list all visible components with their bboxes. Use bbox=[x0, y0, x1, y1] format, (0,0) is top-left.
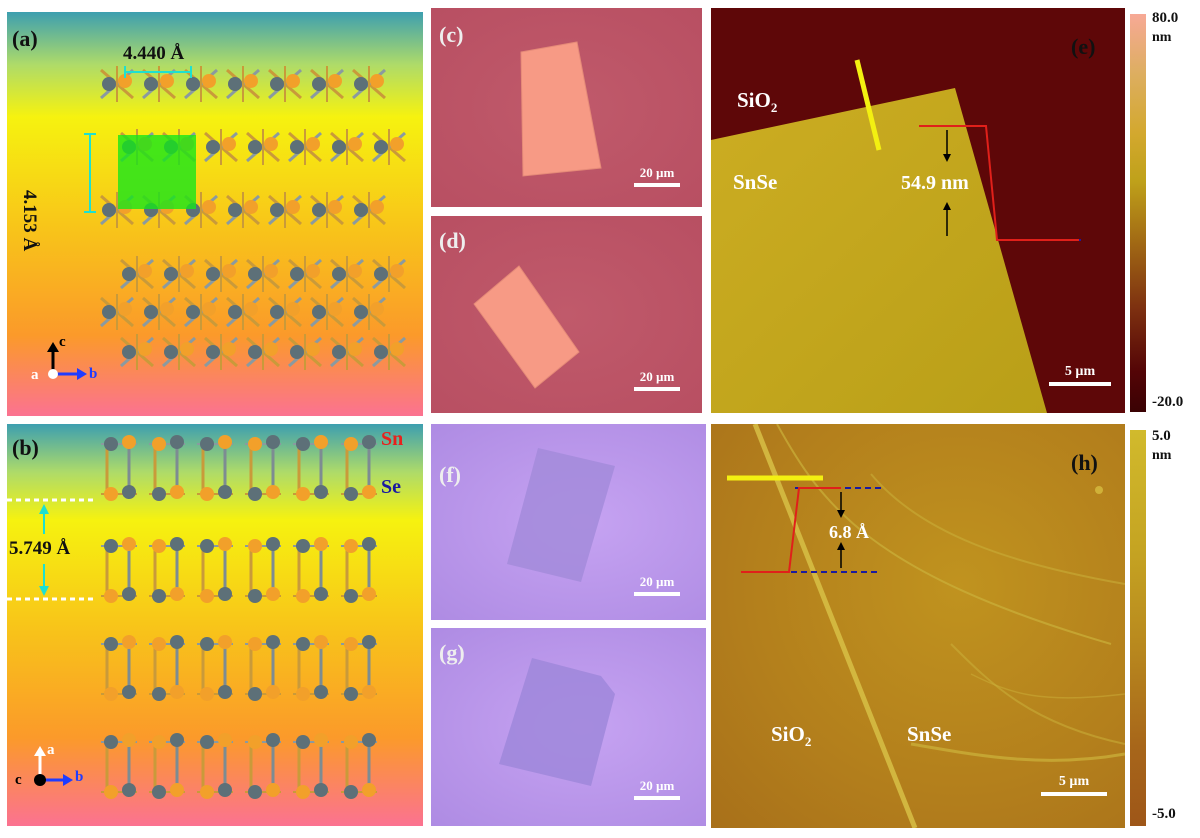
panel-d: (d) 20 µm bbox=[431, 216, 702, 413]
lattice-constant-c: 4.153 Å bbox=[19, 190, 40, 252]
sn-label: Sn bbox=[381, 428, 404, 450]
axis-label-a-b: a bbox=[47, 742, 55, 758]
afm-image-h bbox=[727, 424, 1125, 828]
colorbar-e-max: 80.0 bbox=[1152, 10, 1179, 26]
scale-bar-label-h: 5 µm bbox=[1058, 774, 1090, 789]
scale-bar-label-e: 5 µm bbox=[1064, 364, 1096, 379]
panel-label-b: (b) bbox=[12, 435, 39, 460]
scale-bar-label-c: 20 µm bbox=[639, 165, 675, 180]
panel-g: (g) 20 µm bbox=[431, 628, 706, 826]
colorbar-e-min: -20.0 bbox=[1152, 394, 1184, 410]
afm-image-e bbox=[711, 59, 1081, 413]
scale-bar-g: 20 µm bbox=[634, 778, 680, 800]
panel-c: (c) 20 µm bbox=[431, 8, 702, 207]
scale-bar-label-f: 20 µm bbox=[639, 574, 675, 589]
snse-flake-g bbox=[499, 658, 615, 786]
panel-label-c: (c) bbox=[439, 22, 464, 47]
axis-label-b-b: b bbox=[75, 769, 84, 785]
scale-bar-c: 20 µm bbox=[634, 165, 680, 187]
panel-label-d: (d) bbox=[439, 228, 466, 253]
scale-bar-h: 5 µm bbox=[1041, 774, 1107, 796]
axis-label-b: b bbox=[89, 366, 98, 382]
panel-b: (b) Sn Se 5.749 Å a b c bbox=[7, 424, 423, 826]
axis-label-a: a bbox=[31, 367, 39, 383]
snse-flake-c bbox=[520, 41, 602, 177]
panel-label-a: (a) bbox=[12, 26, 38, 51]
colorbar-h-unit: nm bbox=[1152, 448, 1172, 463]
sio2-label-h: SiO2 bbox=[771, 722, 812, 750]
scale-bar-f: 20 µm bbox=[634, 574, 680, 596]
dimension-arrows-a bbox=[47, 66, 192, 380]
axis-label-c: c bbox=[59, 334, 66, 350]
unit-cell-highlight bbox=[118, 135, 196, 209]
step-height-h: 6.8 Å bbox=[829, 522, 869, 542]
step-height-e: 54.9 nm bbox=[901, 172, 969, 194]
colorbar-h-max: 5.0 bbox=[1152, 428, 1171, 444]
panel-label-f: (f) bbox=[439, 462, 461, 487]
colorbar-h-min: -5.0 bbox=[1152, 806, 1176, 822]
snse-flake-d bbox=[473, 265, 580, 389]
sio2-label-e: SiO2 bbox=[737, 88, 778, 116]
snse-label-h: SnSe bbox=[907, 722, 952, 746]
lattice-constant-b: 4.440 Å bbox=[123, 43, 185, 64]
axis-label-c-b: c bbox=[15, 772, 22, 788]
lattice-structure-layers bbox=[101, 435, 377, 799]
snse-flake-f bbox=[507, 448, 615, 582]
colorbar-e bbox=[1130, 14, 1146, 412]
se-label: Se bbox=[381, 476, 401, 498]
panel-label-h: (h) bbox=[1071, 450, 1098, 475]
panel-a: (a) 4.440 Å 4.153 Å c b a bbox=[7, 12, 423, 416]
interlayer-spacing: 5.749 Å bbox=[9, 538, 71, 559]
scale-bar-label-g: 20 µm bbox=[639, 778, 675, 793]
panel-h: (h) 6.8 Å SiO2 SnSe 5 µm bbox=[711, 424, 1125, 828]
panel-label-g: (g) bbox=[439, 640, 465, 665]
scale-bar-d: 20 µm bbox=[634, 369, 680, 391]
colorbar-h bbox=[1130, 430, 1146, 826]
colorbar-e-unit: nm bbox=[1152, 30, 1172, 45]
panel-e: (e) SiO2 SnSe 54.9 nm 5 µm bbox=[711, 8, 1125, 413]
scale-bar-label-d: 20 µm bbox=[639, 369, 675, 384]
lattice-structure-bc bbox=[100, 66, 406, 370]
dimension-arrows-b bbox=[7, 498, 95, 786]
panel-f: (f) 20 µm bbox=[431, 424, 706, 620]
scale-bar-e: 5 µm bbox=[1049, 364, 1111, 386]
panel-label-e: (e) bbox=[1071, 34, 1096, 59]
snse-label-e: SnSe bbox=[733, 170, 778, 194]
